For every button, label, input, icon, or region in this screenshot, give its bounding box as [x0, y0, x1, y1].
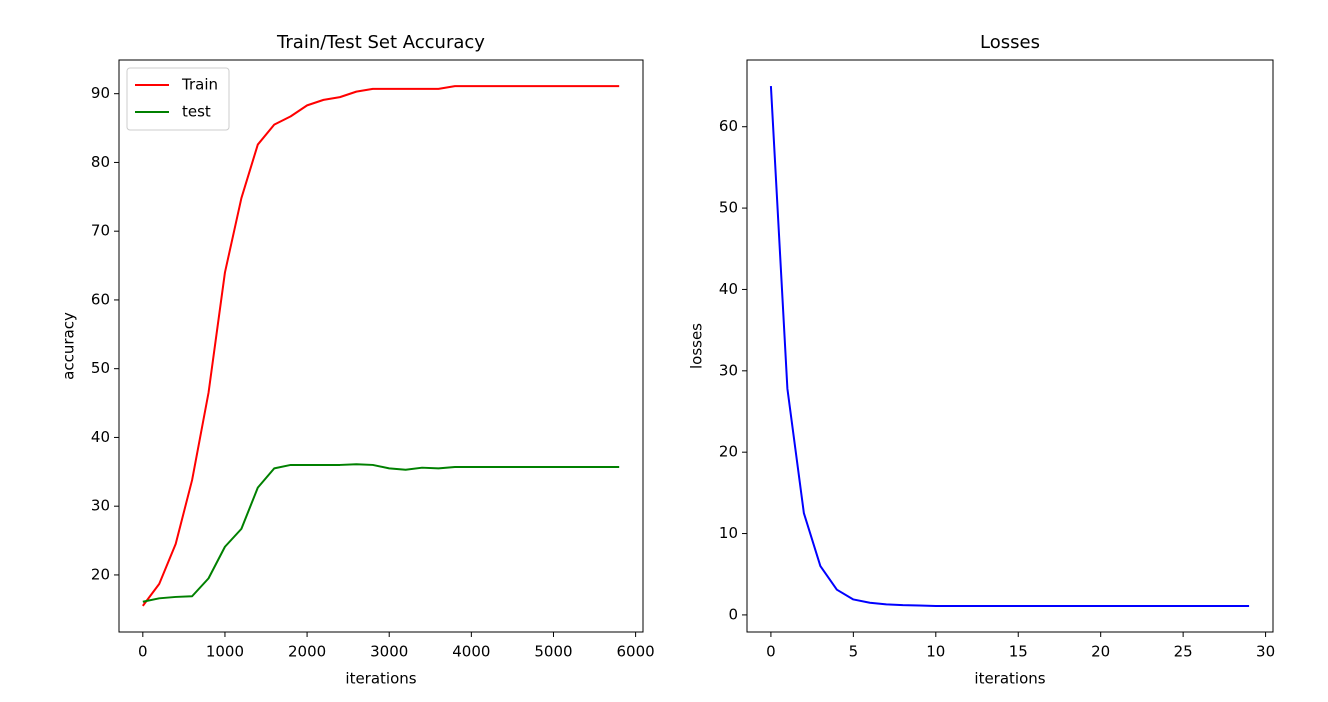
y-tick-label: 50	[719, 199, 738, 217]
x-tick-label: 15	[1009, 643, 1028, 661]
x-tick-label: 5000	[534, 643, 572, 661]
y-tick-label: 90	[91, 84, 110, 102]
x-tick-label: 0	[766, 643, 776, 661]
y-tick-label: 80	[91, 153, 110, 171]
legend-box	[126, 67, 230, 131]
x-tick-label: 10	[926, 643, 945, 661]
x-tick-label: 6000	[617, 643, 655, 661]
y-axis-label: losses	[688, 323, 706, 369]
x-tick-label: 5	[849, 643, 859, 661]
chart-title: Train/Test Set Accuracy	[276, 32, 485, 53]
y-tick-label: 10	[719, 524, 738, 542]
data-line	[142, 85, 620, 607]
x-tick-label: 1000	[206, 643, 244, 661]
x-tick-label: 30	[1256, 643, 1275, 661]
y-tick-label: 70	[91, 222, 110, 240]
x-tick-label: 2000	[288, 643, 326, 661]
plot-frame	[118, 59, 644, 633]
y-axis-label: accuracy	[60, 312, 78, 380]
legend-label: Train	[181, 76, 218, 94]
y-tick-label: 20	[719, 443, 738, 461]
y-tick-label: 0	[728, 605, 738, 623]
x-axis-label: iterations	[974, 670, 1045, 688]
y-tick-label: 60	[91, 290, 110, 308]
data-line	[769, 85, 1250, 607]
y-tick-label: 40	[719, 280, 738, 298]
x-tick-label: 4000	[452, 643, 490, 661]
x-axis-label: iterations	[345, 670, 416, 688]
x-tick-label: 3000	[370, 643, 408, 661]
y-tick-label: 20	[91, 565, 110, 583]
data-line	[142, 463, 620, 603]
y-tick-label: 40	[91, 428, 110, 446]
y-tick-label: 60	[719, 117, 738, 135]
y-tick-label: 50	[91, 359, 110, 377]
x-tick-label: 0	[138, 643, 148, 661]
y-tick-label: 30	[91, 497, 110, 515]
plot-frame	[746, 59, 1274, 633]
y-tick-label: 30	[719, 361, 738, 379]
chart-title: Losses	[980, 32, 1040, 53]
x-tick-label: 20	[1091, 643, 1110, 661]
x-tick-label: 25	[1174, 643, 1193, 661]
legend-label: test	[182, 103, 211, 121]
